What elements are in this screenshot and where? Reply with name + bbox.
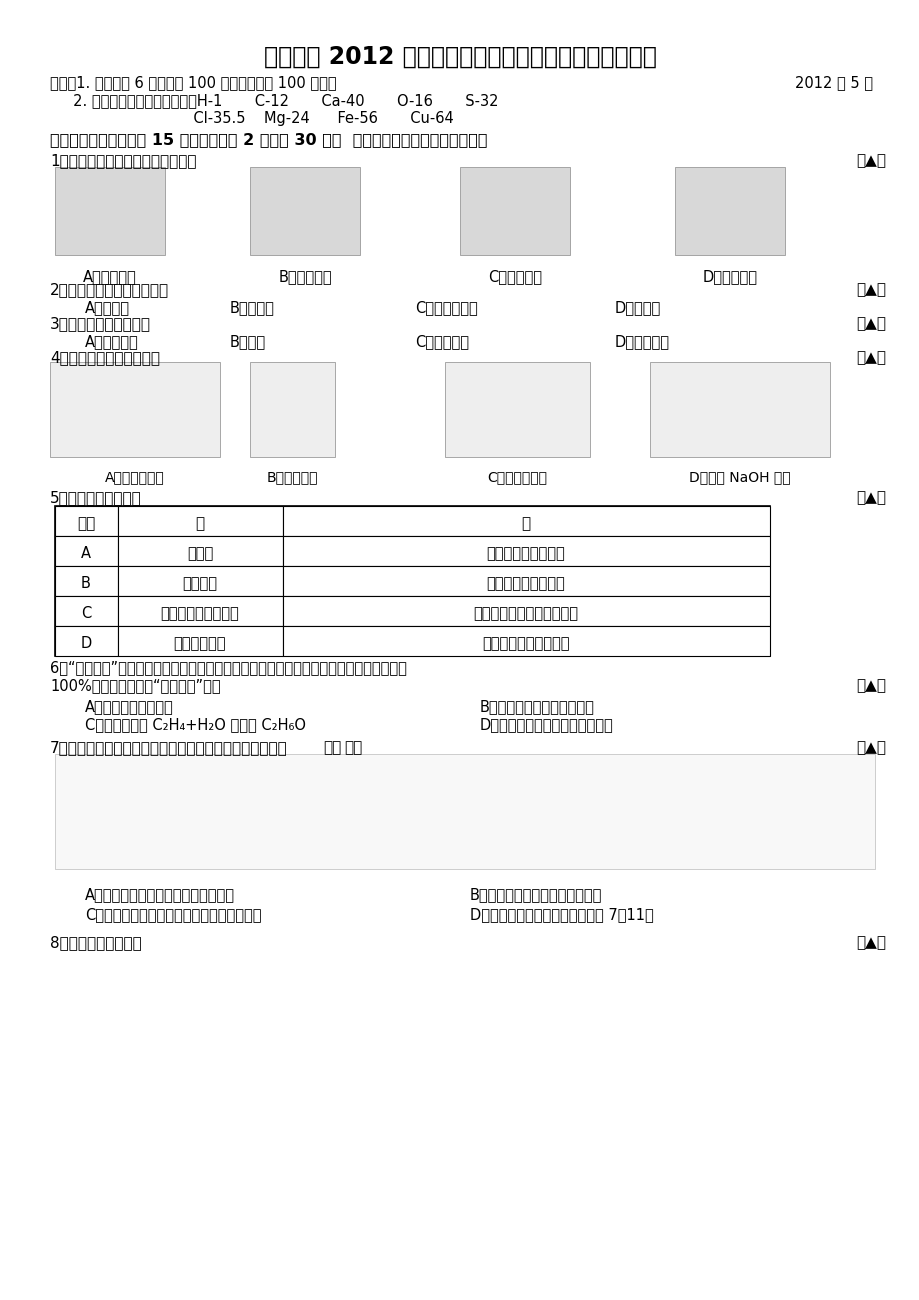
Bar <box>283 506 769 536</box>
Text: B．反应后分子个数发生了改变；: B．反应后分子个数发生了改变； <box>470 887 602 902</box>
Text: 蛋白质、维生素、脂肪: 蛋白质、维生素、脂肪 <box>482 637 569 651</box>
Text: 100%。下列做法符合“综色化学”的是: 100%。下列做法符合“综色化学”的是 <box>50 679 221 693</box>
Text: （▲）: （▲） <box>855 282 885 296</box>
Bar <box>118 627 283 656</box>
Text: 2. 可能用到的相对原子质量：H-1       C-12       Ca-40       O-16       S-32: 2. 可能用到的相对原子质量：H-1 C-12 Ca-40 O-16 S-32 <box>50 94 498 108</box>
Text: B．干冰: B．干冰 <box>230 334 266 348</box>
Bar <box>445 361 589 458</box>
Text: 常见有机高分子材料: 常见有机高分子材料 <box>161 607 239 621</box>
Text: 合金、合成橡胶、合成纤维: 合金、合成橡胶、合成纤维 <box>473 607 578 621</box>
Text: A．该反应的本质是原子的重新组合；: A．该反应的本质是原子的重新组合； <box>85 887 234 902</box>
Text: 说明：1. 本试卷公 6 页，满分 100 分。考试时间 100 分钟。: 说明：1. 本试卷公 6 页，满分 100 分。考试时间 100 分钟。 <box>50 75 336 90</box>
Text: C．金属活动性: C．金属活动性 <box>414 300 477 315</box>
Text: 4．下列实验操作正确的是: 4．下列实验操作正确的是 <box>50 350 160 365</box>
Text: B．滴加试剂: B．滴加试剂 <box>266 471 317 484</box>
Text: 常见合金: 常见合金 <box>182 576 217 592</box>
Text: D．生成单质与化合物的质量比为 7：11；: D．生成单质与化合物的质量比为 7：11； <box>470 907 653 922</box>
Bar <box>283 595 769 627</box>
Bar <box>55 566 118 595</box>
Text: B: B <box>81 576 91 592</box>
Text: 3．下列属于纯净物的是: 3．下列属于纯净物的是 <box>50 316 151 332</box>
Text: 一．选择题（本题包括 15 小题，每小题 2 分，共 30 分。  每小题只有一个选项符合题意）: 一．选择题（本题包括 15 小题，每小题 2 分，共 30 分。 每小题只有一个… <box>50 133 487 147</box>
Text: 乙: 乙 <box>521 516 530 532</box>
Text: D: D <box>80 637 92 651</box>
Bar <box>250 166 359 255</box>
Text: 生铁、不锈锂、黄铜: 生铁、不锈锂、黄铜 <box>486 576 565 592</box>
Text: D．酸雨侵蚀: D．酸雨侵蚀 <box>702 269 756 283</box>
Text: B．挥发性: B．挥发性 <box>230 300 275 315</box>
Text: A．火箭发射: A．火箭发射 <box>83 269 137 283</box>
Text: A．检查气密性: A．检查气密性 <box>105 471 165 484</box>
Text: （▲）: （▲） <box>855 740 885 755</box>
Text: 常见营养物质: 常见营养物质 <box>174 637 226 651</box>
Bar <box>55 536 118 566</box>
Bar <box>55 506 769 656</box>
Text: （▲）: （▲） <box>855 679 885 693</box>
Text: A．溶解性: A．溶解性 <box>85 300 130 315</box>
Text: 的是: 的是 <box>344 740 362 755</box>
Text: 7．下图为治理汽车尾气所涉及反应的微观过程。下列说法: 7．下图为治理汽车尾气所涉及反应的微观过程。下列说法 <box>50 740 288 755</box>
Text: D．导电性: D．导电性 <box>614 300 661 315</box>
Text: 2．下列属于化学性质的是。: 2．下列属于化学性质的是。 <box>50 282 169 296</box>
Text: 镌江三中 2012 年初中升学、毕业统一考试化学模拟试卷: 镌江三中 2012 年初中升学、毕业统一考试化学模拟试卷 <box>263 46 656 69</box>
Text: C．清新空气: C．清新空气 <box>414 334 469 348</box>
Bar <box>675 166 784 255</box>
Text: 1．下列变化中，属于物理变化的是: 1．下列变化中，属于物理变化的是 <box>50 153 197 168</box>
Text: 选项: 选项 <box>77 516 95 532</box>
Text: C: C <box>81 607 91 621</box>
Bar <box>460 166 570 255</box>
Bar <box>118 566 283 595</box>
Text: A．农民就地焚烧秸秆: A．农民就地焚烧秸秆 <box>85 699 174 714</box>
Text: C．稾释浓硫酸: C．稾释浓硫酸 <box>486 471 547 484</box>
Bar <box>250 361 335 458</box>
Text: 常见碱: 常见碱 <box>187 546 213 562</box>
Text: 6．“综色化学”工艺的理想状态是反应物中原子全部转化为欲得到的产物，即原子利用率为: 6．“综色化学”工艺的理想状态是反应物中原子全部转化为欲得到的产物，即原子利用率… <box>50 660 406 675</box>
Text: 2012 年 5 月: 2012 年 5 月 <box>794 75 872 90</box>
Bar <box>118 595 283 627</box>
Text: C．图中所示单质是空气中含量最多的气体；: C．图中所示单质是空气中含量最多的气体； <box>85 907 261 922</box>
Bar <box>55 595 118 627</box>
Bar <box>55 506 118 536</box>
Text: 错误: 错误 <box>323 740 341 755</box>
Bar <box>650 361 829 458</box>
Text: 5．下列说法错误的是: 5．下列说法错误的是 <box>50 490 142 504</box>
Text: （▲）: （▲） <box>855 350 885 365</box>
Bar <box>50 361 220 458</box>
Text: D．加碘食盐: D．加碘食盐 <box>614 334 669 348</box>
Bar <box>55 627 118 656</box>
Text: A．医用酒精: A．医用酒精 <box>85 334 139 348</box>
Text: （▲）: （▲） <box>855 153 885 168</box>
Text: 烧碱、熟石灰、氨水: 烧碱、熟石灰、氨水 <box>486 546 565 562</box>
Bar <box>283 566 769 595</box>
Text: （▲）: （▲） <box>855 490 885 504</box>
Text: B．深埋含镖、汞的废旧电池: B．深埋含镖、汞的废旧电池 <box>480 699 595 714</box>
Bar <box>283 627 769 656</box>
Bar <box>118 536 283 566</box>
Text: A: A <box>81 546 91 562</box>
Text: B．燤的燃烧: B．燤的燃烧 <box>278 269 332 283</box>
Text: Cl-35.5    Mg-24      Fe-56       Cu-64: Cl-35.5 Mg-24 Fe-56 Cu-64 <box>50 111 453 126</box>
Bar <box>55 166 165 255</box>
Text: D．化工生产中的废气向高空排放: D．化工生产中的废气向高空排放 <box>480 718 613 732</box>
Text: C．风力发电: C．风力发电 <box>487 269 541 283</box>
Text: （▲）: （▲） <box>855 316 885 332</box>
Text: （▲）: （▲） <box>855 935 885 950</box>
Bar <box>55 754 874 868</box>
Text: C．工业制酒精 C₂H₄+H₂O 催化剂 C₂H₆O: C．工业制酒精 C₂H₄+H₂O 催化剂 C₂H₆O <box>85 718 306 732</box>
Text: D．称量 NaOH 固体: D．称量 NaOH 固体 <box>688 471 790 484</box>
Bar <box>118 506 283 536</box>
Bar <box>283 536 769 566</box>
Text: 甲: 甲 <box>195 516 204 532</box>
Text: 8．下列说法错误的是: 8．下列说法错误的是 <box>50 935 142 950</box>
